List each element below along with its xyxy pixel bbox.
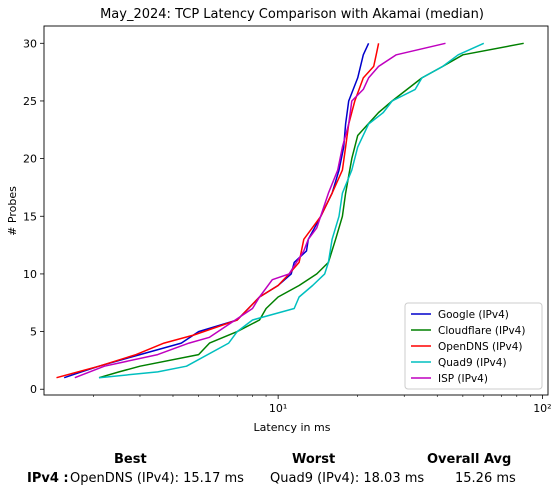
summary-row-label: IPv4 : <box>27 471 69 486</box>
y-axis-label: # Probes <box>6 186 19 236</box>
x-tick-label: 10² <box>533 402 551 415</box>
y-tick-label: 0 <box>30 383 37 396</box>
summary-header-worst: Worst <box>292 452 336 467</box>
x-tick-label: 10¹ <box>269 402 287 415</box>
series-line-4 <box>98 42 485 379</box>
y-tick-label: 25 <box>23 95 37 108</box>
legend-label: OpenDNS (IPv4) <box>438 341 523 353</box>
y-tick-label: 15 <box>23 210 37 223</box>
legend-label: Google (IPv4) <box>438 309 509 321</box>
plot-frame <box>43 25 549 396</box>
series-line-3 <box>56 43 380 379</box>
summary-header-overall: Overall Avg <box>427 452 512 467</box>
legend <box>404 302 543 390</box>
summary-worst-value: Quad9 (IPv4): 18.03 ms <box>270 471 425 486</box>
y-tick-label: 10 <box>23 268 37 281</box>
y-tick-label: 5 <box>30 326 37 339</box>
legend-label: Cloudflare (IPv4) <box>438 325 525 337</box>
y-tick-label: 20 <box>23 153 37 166</box>
latency-chart: May_2024: TCP Latency Comparison with Ak… <box>6 7 552 434</box>
legend-label: ISP (IPv4) <box>438 373 488 385</box>
series-line-5 <box>74 42 446 379</box>
chart-title: May_2024: TCP Latency Comparison with Ak… <box>100 7 484 22</box>
legend-label: Quad9 (IPv4) <box>438 357 507 369</box>
x-axis-label: Latency in ms <box>254 421 331 434</box>
summary-overall-value: 15.26 ms <box>455 471 516 486</box>
summary-best-value: OpenDNS (IPv4): 15.17 ms <box>70 471 244 486</box>
summary-header-best: Best <box>114 452 147 467</box>
y-tick-label: 30 <box>23 37 37 50</box>
